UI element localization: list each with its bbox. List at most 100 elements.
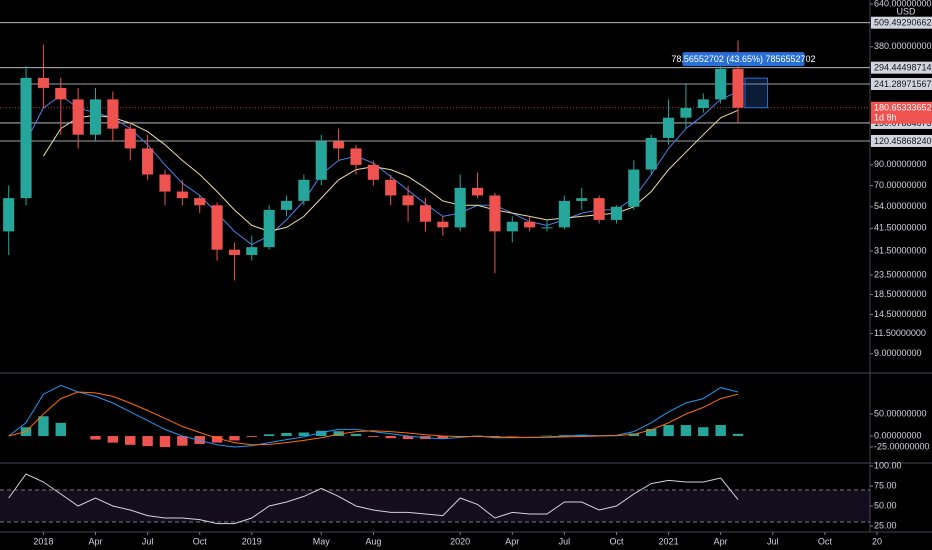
candle-body	[680, 108, 692, 118]
x-tick-label: Oct	[818, 536, 833, 546]
histogram-bar	[142, 436, 153, 447]
histogram-bar	[211, 436, 223, 443]
candle-body	[280, 200, 293, 210]
candle-body	[298, 179, 310, 201]
histogram-bar	[281, 432, 292, 437]
y-tick-label: 14.50000000	[874, 309, 927, 319]
histogram-bar	[246, 436, 258, 437]
histogram-bar	[90, 436, 101, 440]
moving-average	[42, 109, 739, 232]
histogram-bar	[229, 436, 240, 441]
histogram-bar	[350, 433, 362, 437]
candle-body	[628, 169, 640, 207]
histogram-bar	[298, 432, 310, 437]
candle-body	[558, 200, 570, 228]
y-tick-label: -25.00000000	[874, 441, 930, 451]
histogram-bar	[663, 425, 674, 437]
candle-body	[228, 249, 240, 255]
candle-body	[159, 174, 171, 192]
candle-body	[333, 141, 345, 149]
x-tick-label: Apr	[714, 536, 728, 546]
price-line-label-box	[871, 77, 932, 90]
x-tick-label: Aug	[365, 536, 381, 546]
candle-body	[124, 128, 136, 149]
candle-body	[3, 198, 15, 232]
measure-label: 78.56552702 (43.65%) 7856552702	[671, 54, 815, 64]
x-tick-label: Oct	[609, 536, 624, 546]
y-tick-label: 9.00000000	[874, 348, 922, 358]
macd-line	[8, 391, 739, 446]
price-line-label-box	[871, 16, 932, 29]
y-tick-label: 23.50000000	[874, 269, 927, 279]
y-tick-label: 11.50000000	[874, 328, 926, 338]
candle-body	[211, 205, 223, 250]
histogram-bar	[38, 416, 49, 437]
y-tick-label: 31.50000000	[874, 245, 927, 255]
histogram-bar	[385, 436, 396, 439]
x-tick-label: Jul	[559, 536, 571, 546]
candle-body	[697, 99, 709, 109]
candle-body	[471, 187, 484, 196]
histogram-bar	[263, 434, 275, 437]
candle-body	[385, 179, 397, 196]
y-tick-label: 90.00000000	[874, 159, 927, 169]
histogram-bar	[680, 425, 692, 437]
histogram-bar	[437, 436, 449, 439]
candle-body	[489, 195, 501, 232]
y-tick-label: 0.00000000	[874, 430, 922, 440]
candle-body	[610, 206, 623, 220]
histogram-bar	[732, 433, 744, 437]
rsi-line	[8, 473, 739, 525]
price-line-label: 509.49290662	[874, 18, 932, 28]
candle-body	[37, 77, 49, 88]
measure-label-box	[682, 52, 805, 67]
histogram-bar	[177, 436, 188, 446]
x-tick-label: Apr	[505, 536, 519, 546]
histogram-bar	[159, 436, 171, 448]
histogram-bar	[715, 425, 726, 437]
last-price-label: 180.65333652	[874, 103, 932, 113]
candle-body	[576, 198, 588, 201]
y-tick-label: 54.00000000	[874, 201, 927, 211]
x-tick-label: 2018	[33, 536, 53, 546]
histogram-bar	[698, 427, 709, 437]
price-line-label: 294.44498714	[874, 63, 932, 73]
y-tick-label: 75.00	[874, 480, 897, 490]
histogram-bar	[107, 436, 119, 443]
candle-body	[524, 221, 536, 228]
x-tick-label: Apr	[89, 536, 103, 546]
candle-body	[454, 187, 466, 228]
histogram-bar	[645, 429, 657, 437]
x-tick-label: May	[313, 536, 331, 546]
candle-body	[437, 221, 449, 228]
candle-body	[419, 205, 432, 222]
x-tick-label: Oct	[193, 536, 208, 546]
candle-body	[315, 141, 327, 180]
candle-body	[55, 87, 67, 100]
candle-body	[506, 221, 518, 232]
candle-body	[350, 148, 362, 165]
y-tick-label: 100.00	[874, 460, 902, 470]
candle-body	[20, 77, 32, 199]
candle-body	[142, 148, 154, 175]
y-tick-label: 50.00	[874, 500, 897, 510]
candle-body	[715, 68, 727, 100]
candle-body	[176, 191, 188, 199]
last-price-box	[871, 101, 932, 124]
histogram-bar	[55, 422, 66, 437]
candle-body	[72, 99, 84, 135]
x-tick-label: 2021	[659, 536, 679, 546]
y-tick-label: 70.00000000	[874, 180, 927, 190]
histogram-bar	[125, 436, 136, 445]
candle-body	[402, 195, 414, 206]
candle-body	[89, 99, 102, 135]
candle-body	[263, 209, 275, 248]
candle-body	[107, 99, 119, 129]
histogram-bar	[333, 431, 344, 437]
price-line-label: 241.28971567	[874, 79, 932, 89]
x-tick-label: Jul	[767, 536, 779, 546]
